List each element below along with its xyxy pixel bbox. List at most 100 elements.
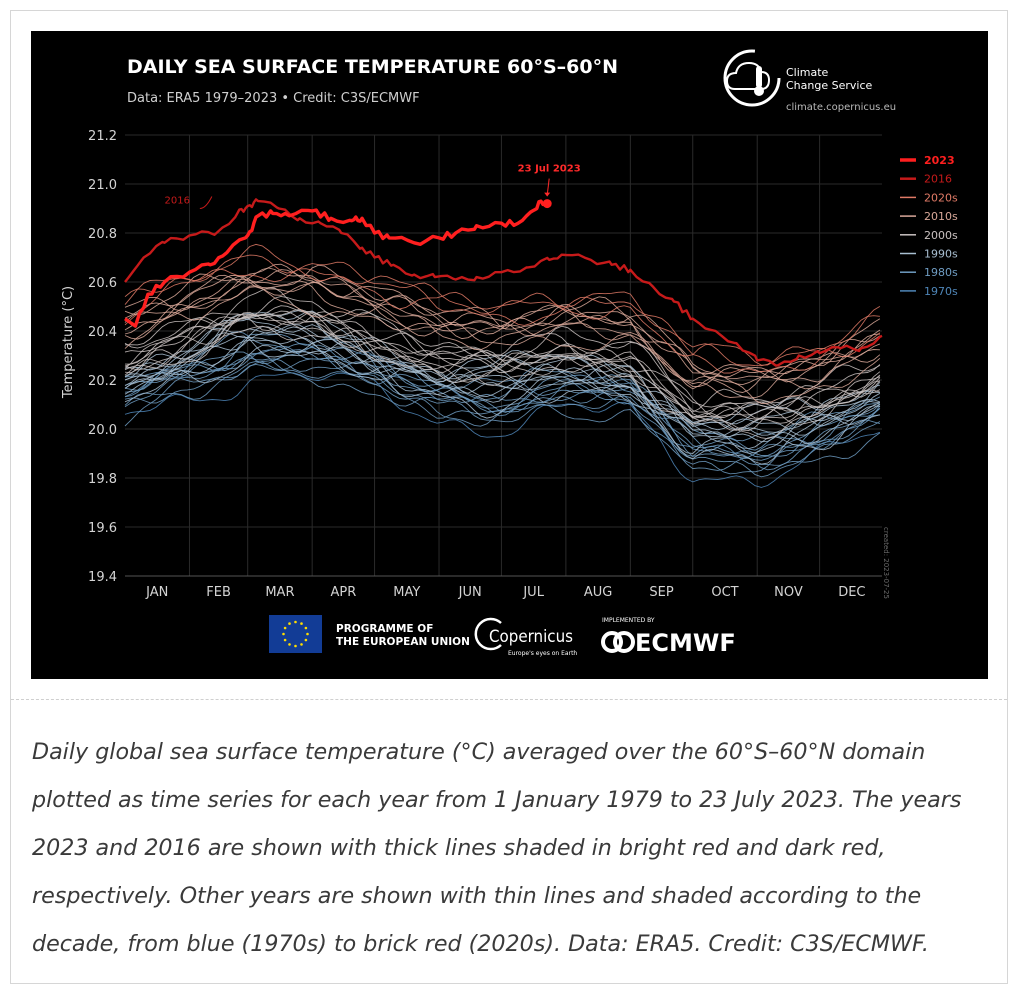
- thermometer-icon: [756, 66, 762, 88]
- eu-star-icon: [306, 632, 309, 636]
- eu-star-icon: [300, 622, 303, 625]
- legend-label: 2023: [924, 154, 955, 167]
- year-line-2000s: [124, 308, 881, 419]
- chart-title: DAILY SEA SURFACE TEMPERATURE 60°S–60°N: [127, 56, 618, 78]
- year-line-1980s: [124, 363, 881, 478]
- label-2016: 2016: [165, 196, 190, 207]
- year-line-2010s: [124, 263, 881, 388]
- point-2023-marker: [542, 199, 552, 209]
- chart-subtitle: Data: ERA5 1979–2023 • Credit: C3S/ECMWF: [127, 91, 420, 106]
- historical-year-lines: [124, 243, 881, 488]
- c3s-name-line2: Change Service: [786, 79, 872, 92]
- ecmwf-wordmark: ECMWF: [635, 629, 736, 657]
- chart-legend: 2023 2016 2020s 2010s 2000s 1990s 1980s 1970s: [900, 154, 958, 298]
- eu-star-icon: [304, 638, 308, 642]
- year-line-2000s: [124, 295, 881, 418]
- implemented-by-label: IMPLEMENTED BY: [602, 617, 655, 624]
- copernicus-tagline: Europe's eyes on Earth: [508, 650, 577, 657]
- ecmwf-mark-icon-2: [613, 631, 635, 653]
- x-tick-label: APR: [330, 585, 356, 600]
- y-tick-label: 20.0: [88, 423, 117, 438]
- cloud-icon: [725, 61, 771, 90]
- year-line-1980s: [124, 357, 881, 466]
- legend-label: 1980s: [924, 266, 958, 279]
- x-tick-label: MAR: [265, 585, 294, 600]
- copernicus-logo: Copernicus Europe's eyes on Earth: [474, 617, 577, 657]
- copernicus-wordmark: Copernicus: [489, 627, 573, 647]
- eu-star-icon: [294, 644, 297, 648]
- legend-label: 2000s: [924, 229, 958, 242]
- x-tick-label: OCT: [711, 585, 738, 600]
- x-axis: JAN FEB MAR APR MAY JUN JUL AUG SEP OCT NOV DEC: [145, 585, 865, 600]
- eu-star-icon: [288, 622, 291, 625]
- year-line-2000s: [124, 311, 881, 431]
- thermometer-bulb-icon: [754, 86, 764, 96]
- y-tick-label: 20.2: [88, 374, 117, 389]
- year-line-2000s: [125, 315, 881, 424]
- eu-star-icon: [288, 643, 291, 646]
- x-tick-label: FEB: [206, 585, 231, 600]
- legend-label: 2010s: [924, 210, 958, 223]
- chart-annotations: 23 Jul 2023 2016: [165, 164, 581, 209]
- year-line-2000s: [124, 312, 881, 425]
- year-line-1980s: [124, 344, 881, 459]
- figure-caption: Daily global sea surface temperature (°C…: [32, 739, 962, 957]
- x-tick-label: JAN: [145, 585, 168, 600]
- year-line-2020s: [124, 254, 881, 367]
- year-line-2010s: [124, 267, 881, 390]
- eu-star-icon: [300, 643, 303, 646]
- year-line-2020s: [124, 243, 881, 366]
- eu-logo: PROGRAMME OF THE EUROPEAN UNION: [269, 615, 470, 653]
- year-line-1990s: [124, 323, 880, 438]
- highlight-year-lines: [124, 198, 883, 367]
- y-tick-label: 19.4: [88, 570, 117, 585]
- eu-star-icon: [283, 626, 287, 630]
- year-line-2010s: [124, 277, 880, 399]
- year-line-1990s: [124, 326, 881, 454]
- year-line-1990s: [124, 332, 880, 445]
- y-tick-label: 20.4: [88, 325, 117, 340]
- c3s-name-line1: Climate: [786, 66, 829, 79]
- y-axis-label: Temperature (°C): [61, 286, 76, 399]
- c3s-logo: Climate Change Service climate.copernicu…: [723, 49, 896, 113]
- caption-divider: [11, 699, 1007, 700]
- year-line-2010s: [124, 285, 881, 404]
- year-line-2020s: [124, 268, 880, 374]
- eu-programme-line1: PROGRAMME OF: [336, 623, 433, 635]
- x-tick-label: DEC: [838, 585, 865, 600]
- copernicus-swoosh-icon: [474, 617, 502, 651]
- y-tick-label: 21.2: [88, 129, 117, 144]
- x-tick-label: AUG: [584, 585, 612, 600]
- eu-star-icon: [282, 632, 285, 636]
- x-tick-label: NOV: [774, 585, 803, 600]
- legend-label: 2016: [924, 173, 952, 186]
- eu-star-icon: [294, 620, 297, 624]
- x-tick-label: JUN: [458, 585, 482, 600]
- year-line-1990s: [124, 335, 881, 451]
- legend-label: 1990s: [924, 248, 958, 261]
- series-line-2016: [124, 198, 883, 367]
- arrow-head-2023: [544, 192, 551, 197]
- y-tick-label: 19.8: [88, 472, 117, 487]
- ecmwf-mark-icon: [601, 631, 623, 653]
- year-line-1990s: [124, 341, 881, 465]
- eu-programme-line2: THE EUROPEAN UNION: [336, 636, 470, 648]
- year-line-2010s: [124, 274, 880, 390]
- x-tick-label: SEP: [649, 585, 673, 600]
- x-tick-label: JUL: [522, 585, 544, 600]
- year-line-1970s: [124, 372, 881, 488]
- y-tick-label: 20.6: [88, 276, 117, 291]
- legend-label: 1970s: [924, 285, 958, 298]
- y-axis: 21.2 21.0 20.8 20.6 20.4 20.2 20.0 19.8 19.6 19.4: [88, 129, 117, 585]
- sst-chart: DAILY SEA SURFACE TEMPERATURE 60°S–60°N …: [31, 31, 988, 679]
- year-line-1980s: [124, 353, 881, 471]
- c3s-url: climate.copernicus.eu: [786, 102, 896, 113]
- arrow-2016: [199, 196, 213, 209]
- x-tick-label: MAY: [393, 585, 420, 600]
- eu-stars: [282, 620, 309, 648]
- y-tick-label: 19.6: [88, 521, 117, 536]
- year-line-2000s: [124, 325, 881, 440]
- y-tick-label: 20.8: [88, 227, 117, 242]
- y-tick-label: 21.0: [88, 178, 117, 193]
- eu-star-icon: [304, 626, 308, 630]
